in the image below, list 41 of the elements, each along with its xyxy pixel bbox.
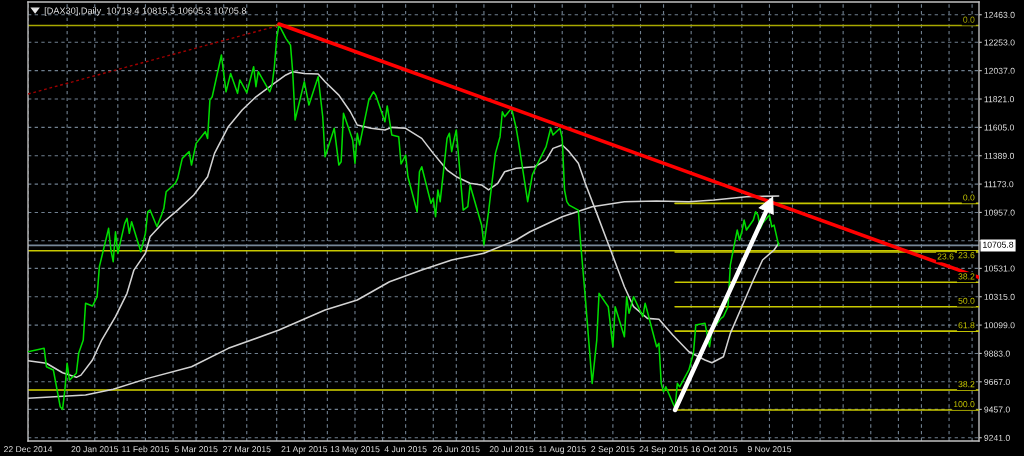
y-tick-label: 9667.0 [984,378,1010,385]
ref-line-label: 10705.8 [983,241,1014,248]
x-tick-label: 4 Jun 2015 [384,446,427,453]
x-tick-label: 16 Oct 2015 [691,446,738,453]
series-label: 38.2 [958,381,975,388]
x-tick-label: 20 Jan 2015 [71,446,119,453]
text: [DAX30],Daily 10719.4 10815.5 10605.3 10705.8 [44,7,247,16]
y-tick-label: 10099.0 [984,322,1015,329]
series-label: 23.6 [958,252,975,259]
y-tick-label: 9457.0 [984,406,1010,413]
y-tick-label: 12037.0 [984,67,1015,74]
y-tick-label: 12463.0 [984,11,1015,18]
y-tick-label: 11173.0 [984,181,1014,188]
series-label: 38.2 [958,273,975,280]
series-label: 50.0 [958,297,975,304]
y-tick-label: 10531.0 [984,265,1015,272]
y-tick-label: 12253.0 [984,39,1015,46]
y-tick-label: 11605.0 [984,124,1015,131]
y-tick-label: 11389.0 [984,152,1015,159]
x-tick-label: 24 Sep 2015 [639,446,688,454]
y-tick-label: 10957.0 [984,209,1015,216]
x-tick-label: 5 Mar 2015 [174,446,218,453]
series-label: 61.8 [958,322,975,329]
series-label: 100.0 [953,401,975,408]
x-tick-label: 11 Aug 2015 [539,446,586,454]
series-label: 23.6 [937,253,954,260]
x-tick-label: 9 Nov 2015 [747,446,792,453]
x-tick-label: 13 May 2015 [330,446,380,454]
x-tick-label: 11 Feb 2015 [122,445,169,453]
y-tick-label: 9883.0 [984,350,1010,357]
y-tick-label: 9241.0 [984,434,1010,441]
series-label: 0.0 [963,16,975,23]
series-label: 0.0 [963,194,975,201]
y-tick-label: 11821.0 [984,96,1015,103]
x-tick-label: 20 Jul 2015 [489,445,534,453]
x-tick-label: 27 Mar 2015 [223,446,271,453]
x-tick-label: 22 Dec 2014 [4,446,53,453]
x-tick-label: 2 Sep 2015 [591,446,635,454]
y-tick-label: 10315.0 [984,293,1015,300]
x-tick-label: 26 Jun 2015 [433,446,480,453]
x-tick-label: 21 Apr 2015 [281,446,328,454]
